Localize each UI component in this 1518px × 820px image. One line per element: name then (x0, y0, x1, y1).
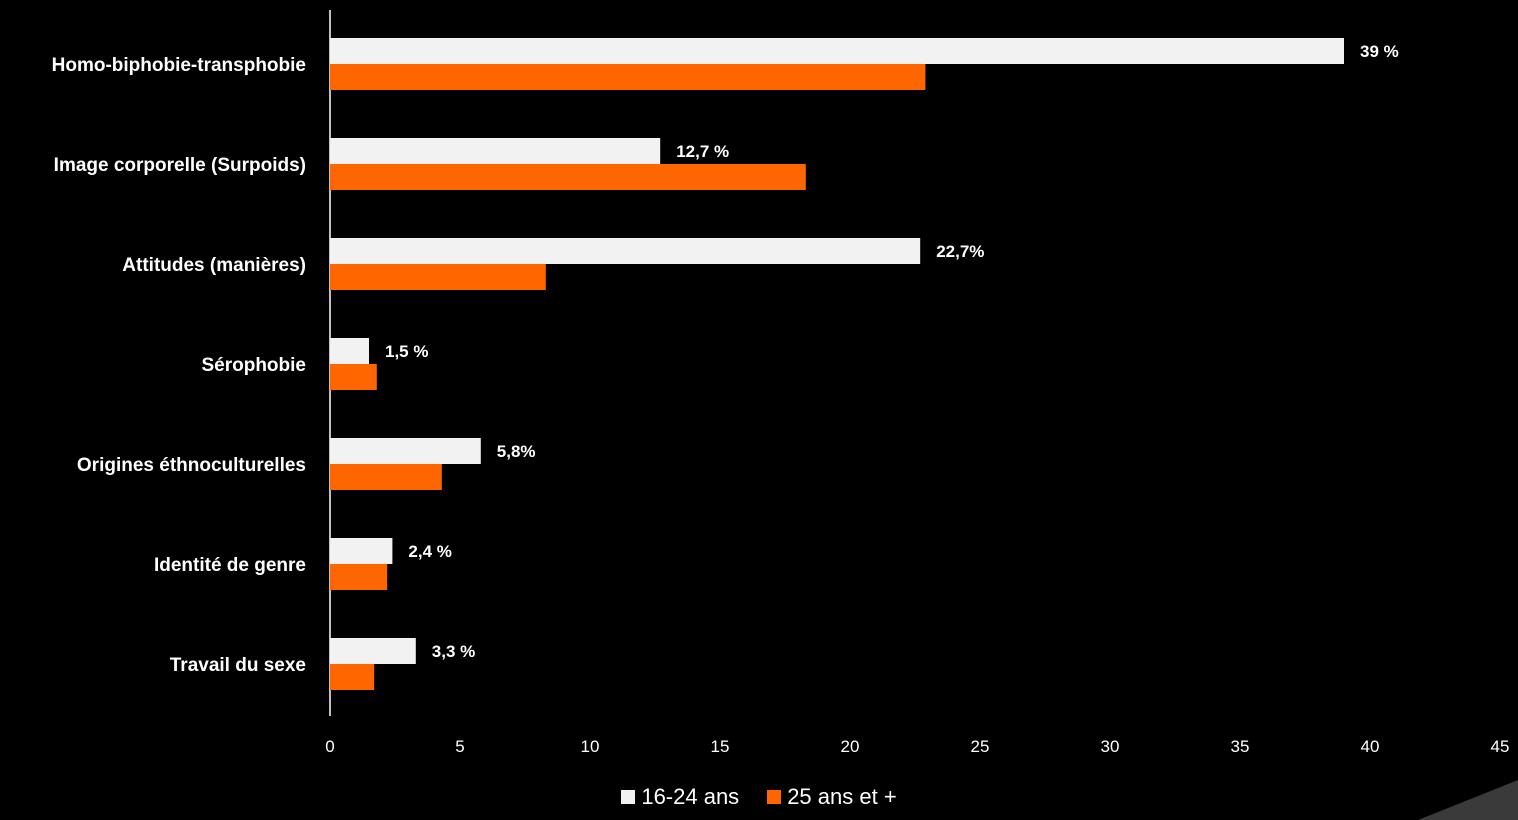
category-label: Sérophobie (201, 355, 306, 376)
x-tick-label: 35 (1231, 737, 1250, 756)
legend-item: 25 ans et + (767, 784, 897, 810)
data-label: 22,7% (936, 242, 984, 261)
bar-series-2 (330, 164, 806, 190)
bar-series-2 (330, 64, 926, 90)
legend-label: 25 ans et + (787, 784, 897, 809)
data-label: 3,3 % (432, 642, 475, 661)
x-tick-label: 45 (1491, 737, 1510, 756)
category-label: Identité de genre (154, 555, 306, 576)
bar-series-1 (330, 538, 393, 564)
x-tick-label: 20 (841, 737, 860, 756)
data-label: 2,4 % (408, 542, 451, 561)
legend-swatch (767, 790, 782, 804)
bar-series-1 (330, 138, 661, 164)
x-tick-label: 30 (1101, 737, 1120, 756)
x-tick-label: 10 (581, 737, 600, 756)
bar-series-2 (330, 564, 388, 590)
x-tick-label: 25 (971, 737, 990, 756)
bar-chart: Homo-biphobie-transphobie 39 % Image corpo… (52, 10, 1510, 756)
bar-series-2 (330, 264, 546, 290)
data-label: 12,7 % (676, 142, 729, 161)
bar-series-2 (330, 664, 375, 690)
bar-series-2 (330, 364, 377, 390)
data-label: 1,5 % (385, 342, 428, 361)
category-label: Origines éthnoculturelles (77, 455, 306, 476)
bar-series-1 (330, 238, 921, 264)
bar-series-1 (330, 338, 369, 364)
data-label: 39 % (1360, 42, 1399, 61)
bar-series-1 (330, 638, 416, 664)
legend-label: 16-24 ans (641, 784, 740, 809)
data-label: 5,8% (497, 442, 536, 461)
x-tick-label: 5 (455, 737, 464, 756)
legend-swatch (621, 790, 636, 804)
category-label: Attitudes (manières) (122, 255, 306, 276)
x-tick-label: 40 (1361, 737, 1380, 756)
category-label: Travail du sexe (170, 655, 306, 676)
bar-series-2 (330, 464, 442, 490)
bar-series-1 (330, 38, 1344, 64)
category-label: Image corporelle (Surpoids) (54, 155, 306, 176)
legend-item: 16-24 ans (621, 784, 739, 810)
bar-series-1 (330, 438, 481, 464)
category-label: Homo-biphobie-transphobie (52, 55, 306, 76)
chart-legend: 16-24 ans 25 ans et + (0, 784, 1518, 810)
corner-decoration (1418, 780, 1518, 820)
x-tick-label: 15 (711, 737, 730, 756)
x-tick-label: 0 (325, 737, 334, 756)
